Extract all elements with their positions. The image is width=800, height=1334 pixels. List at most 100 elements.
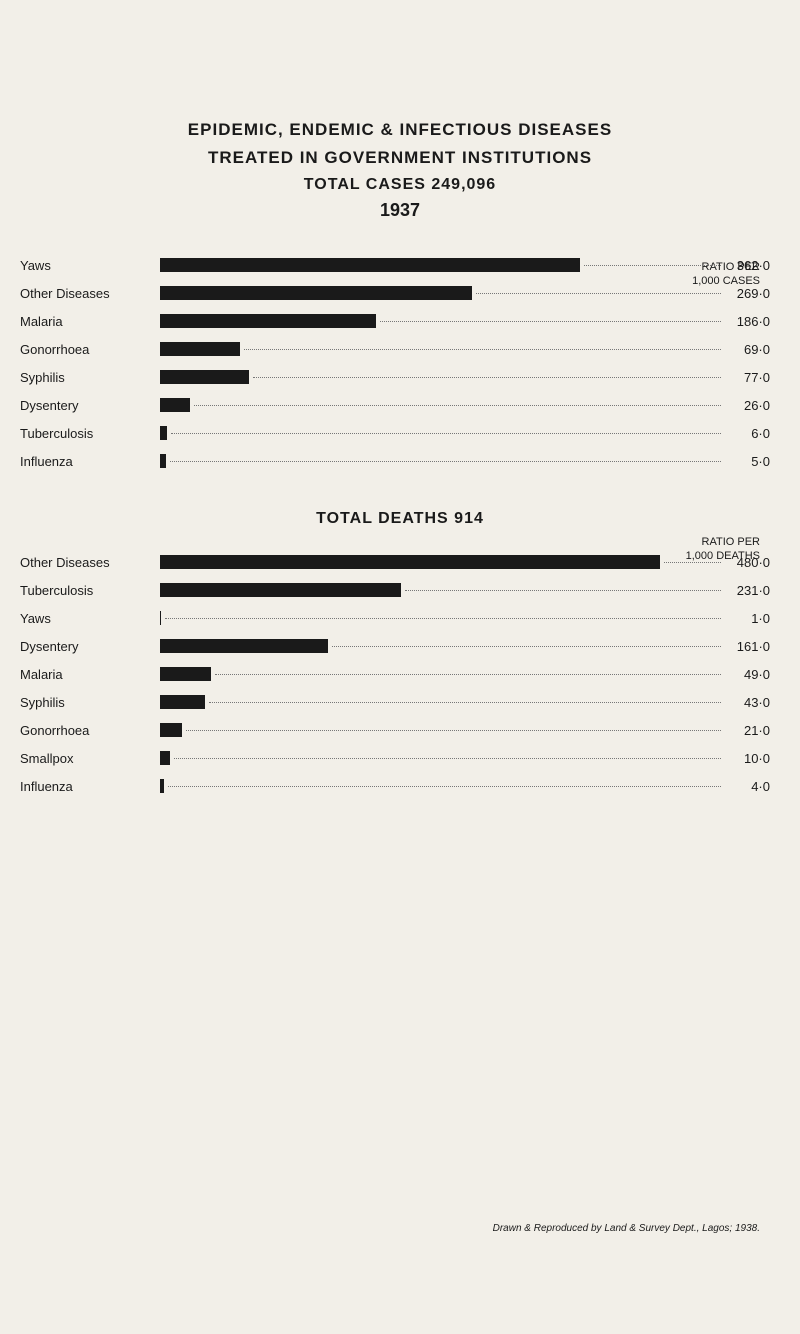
bar-container (160, 314, 725, 328)
bar-container (160, 370, 725, 384)
chart-row: Yaws 362·0 (20, 251, 780, 279)
chart-row: Other Diseases480·0 (20, 548, 780, 576)
row-label: Influenza (20, 454, 160, 469)
row-value: 231·0 (725, 583, 780, 598)
bar-container (160, 639, 725, 653)
dotted-line (209, 702, 721, 703)
bar-container (160, 695, 725, 709)
dotted-line (584, 265, 721, 266)
dotted-line (476, 293, 721, 294)
chart-row: Dysentery 26·0 (20, 391, 780, 419)
row-label: Tuberculosis (20, 583, 160, 598)
dotted-line (405, 590, 721, 591)
chart-row: Gonorrhoea 21·0 (20, 716, 780, 744)
bar (160, 779, 164, 793)
bar-container (160, 751, 725, 765)
bar-container (160, 611, 725, 625)
bar-container (160, 454, 725, 468)
bar (160, 639, 328, 653)
row-label: Yaws (20, 258, 160, 273)
row-label: Other Diseases (20, 286, 160, 301)
chart-row: Smallpox 10·0 (20, 744, 780, 772)
chart-row: Tuberculosis 231·0 (20, 576, 780, 604)
cases-chart: Yaws 362·0 Other Diseases269·0 Malaria 186·0… (20, 251, 780, 475)
dotted-line (244, 349, 721, 350)
row-value: 77·0 (725, 370, 780, 385)
row-value: 6·0 (725, 426, 780, 441)
chart-row: Dysentery161·0 (20, 632, 780, 660)
row-label: Gonorrhoea (20, 723, 160, 738)
dotted-line (215, 674, 721, 675)
chart-row: Influenza 5·0 (20, 447, 780, 475)
row-value: 186·0 (725, 314, 780, 329)
bar-container (160, 779, 725, 793)
deaths-chart: Other Diseases480·0 Tuberculosis 231·0 Yaws… (20, 548, 780, 800)
bar (160, 454, 166, 468)
row-label: Gonorrhoea (20, 342, 160, 357)
chart-row: Other Diseases269·0 (20, 279, 780, 307)
bar-container (160, 426, 725, 440)
bar (160, 314, 376, 328)
row-label: Other Diseases (20, 555, 160, 570)
bar (160, 258, 580, 272)
year-label: 1937 (20, 200, 780, 221)
chart-row: Malaria 49·0 (20, 660, 780, 688)
bar-container (160, 342, 725, 356)
row-value: 69·0 (725, 342, 780, 357)
row-label: Smallpox (20, 751, 160, 766)
bar (160, 751, 170, 765)
row-label: Syphilis (20, 370, 160, 385)
dotted-line (174, 758, 721, 759)
dotted-line (165, 618, 721, 619)
title-line-3: TOTAL CASES 249,096 (20, 176, 780, 194)
row-value: 43·0 (725, 695, 780, 710)
dotted-line (186, 730, 721, 731)
row-value: 161·0 (725, 639, 780, 654)
bar (160, 555, 660, 569)
page-header: EPIDEMIC, ENDEMIC & INFECTIOUS DISEASES … (20, 120, 780, 221)
bar (160, 398, 190, 412)
row-label: Tuberculosis (20, 426, 160, 441)
row-label: Syphilis (20, 695, 160, 710)
row-label: Malaria (20, 314, 160, 329)
chart-row: Influenza 4·0 (20, 772, 780, 800)
row-label: Dysentery (20, 398, 160, 413)
dotted-line (171, 433, 721, 434)
bar (160, 667, 211, 681)
bar (160, 342, 240, 356)
dotted-line (168, 786, 721, 787)
bar-container (160, 555, 725, 569)
bar (160, 583, 401, 597)
title-line-1: EPIDEMIC, ENDEMIC & INFECTIOUS DISEASES (20, 120, 780, 140)
bar (160, 723, 182, 737)
row-label: Yaws (20, 611, 160, 626)
row-label: Malaria (20, 667, 160, 682)
bar (160, 695, 205, 709)
dotted-line (332, 646, 721, 647)
row-value: 5·0 (725, 454, 780, 469)
deaths-section-title: TOTAL DEATHS 914 (20, 510, 780, 528)
chart-row: Yaws 1·0 (20, 604, 780, 632)
row-value: 4·0 (725, 779, 780, 794)
dotted-line (194, 405, 721, 406)
title-line-2: TREATED IN GOVERNMENT INSTITUTIONS (20, 148, 780, 168)
row-value: 10·0 (725, 751, 780, 766)
dotted-line (380, 321, 721, 322)
row-value: 1·0 (725, 611, 780, 626)
dotted-line (253, 377, 721, 378)
row-value: 26·0 (725, 398, 780, 413)
row-label: Influenza (20, 779, 160, 794)
chart-row: Syphilis 43·0 (20, 688, 780, 716)
row-value: 49·0 (725, 667, 780, 682)
footer-credit: Drawn & Reproduced by Land & Survey Dept… (493, 1223, 760, 1234)
dotted-line (170, 461, 721, 462)
row-value: 362·0 (725, 258, 780, 273)
bar (160, 370, 249, 384)
bar (160, 611, 161, 625)
bar-container (160, 286, 725, 300)
bar-container (160, 398, 725, 412)
chart-row: Syphilis 77·0 (20, 363, 780, 391)
bar-container (160, 667, 725, 681)
row-value: 21·0 (725, 723, 780, 738)
chart-row: Gonorrhoea 69·0 (20, 335, 780, 363)
